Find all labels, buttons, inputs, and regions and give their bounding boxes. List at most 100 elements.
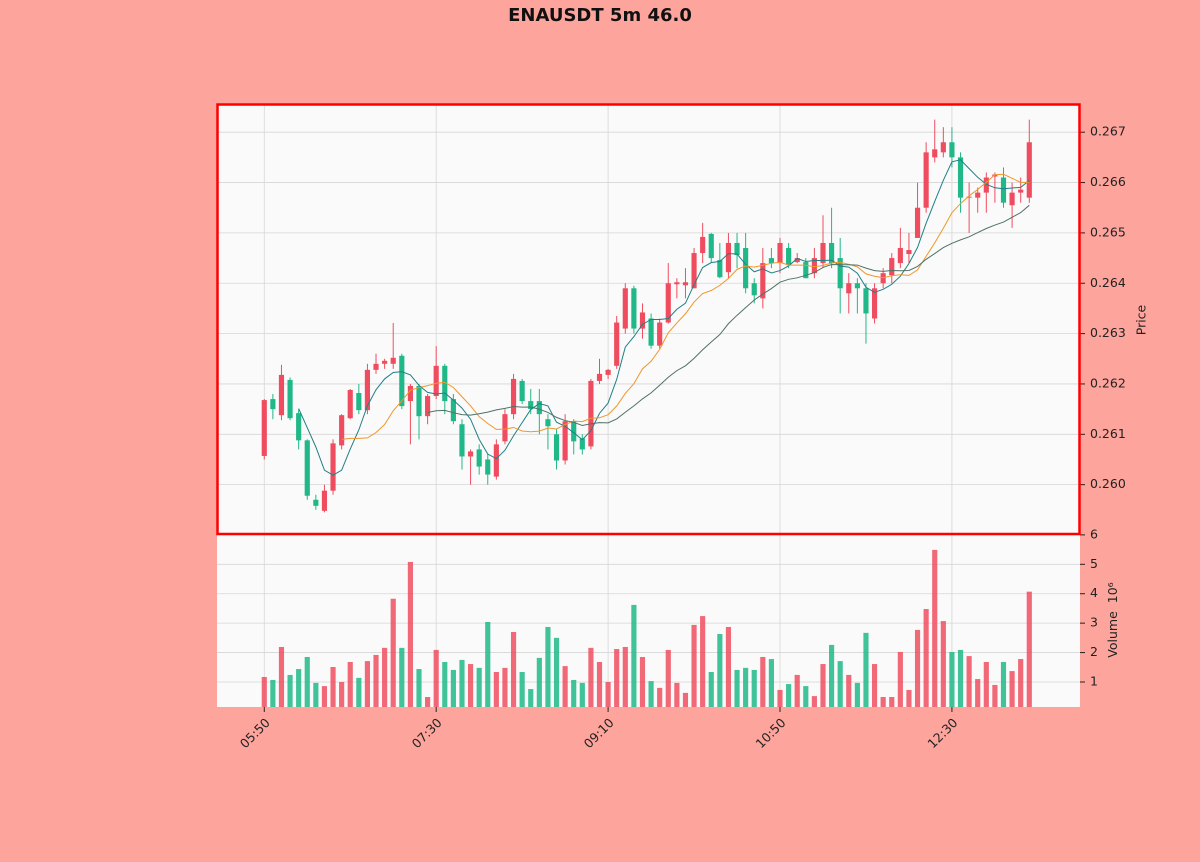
volume-bar	[476, 667, 482, 707]
volume-bar	[914, 629, 921, 707]
volume-bar	[794, 674, 800, 707]
candle-body	[1018, 189, 1024, 193]
candle-body	[407, 385, 413, 402]
candle-body	[811, 258, 817, 274]
volume-bar	[605, 681, 611, 707]
candle-body	[433, 365, 439, 397]
candle-body	[906, 250, 912, 255]
candle-body	[803, 262, 809, 279]
candle-body	[1000, 177, 1007, 203]
volume-tick-label: 5	[1090, 556, 1098, 571]
volume-bar	[889, 696, 895, 707]
y-tick-label: 0.260	[1090, 476, 1126, 491]
candle-body	[717, 260, 723, 278]
candle-body	[639, 312, 646, 329]
candle-body	[871, 288, 878, 319]
candle-body	[536, 401, 542, 415]
candle-body	[794, 258, 800, 263]
volume-bar	[321, 686, 328, 707]
moving-average	[298, 159, 1030, 476]
volume-bar	[665, 649, 671, 707]
volume-bar	[622, 646, 628, 707]
y-tick-label: 0.262	[1090, 375, 1126, 390]
x-tick-label: 12:30	[924, 715, 960, 751]
candle-body	[657, 322, 663, 346]
candle-body	[347, 389, 353, 419]
volume-bar	[975, 679, 981, 707]
volume-tick-label: 6	[1090, 526, 1098, 541]
volume-bar	[811, 696, 817, 707]
volume-bar	[485, 621, 491, 707]
volume-bar	[854, 682, 860, 707]
candle-body	[287, 379, 293, 419]
y-tick-label: 0.265	[1090, 224, 1126, 239]
candle-body	[545, 419, 551, 427]
candle-body	[373, 363, 379, 370]
candle-body	[1026, 142, 1032, 198]
volume-bar	[339, 681, 345, 707]
candle-body	[278, 374, 285, 416]
volume-bar	[897, 651, 903, 707]
candle-body	[313, 499, 319, 506]
volume-bar	[949, 651, 955, 707]
candle-body	[837, 258, 843, 289]
candle-body	[743, 248, 749, 289]
candle-body	[519, 380, 525, 402]
candle-body	[760, 263, 766, 299]
candle-body	[949, 142, 955, 158]
candle-body	[485, 459, 491, 475]
volume-tick-label: 4	[1090, 585, 1098, 600]
volume-bar	[820, 664, 826, 707]
volume-bar	[304, 656, 310, 707]
candle-body	[820, 242, 826, 264]
volume-tick-label: 3	[1090, 615, 1098, 630]
candle-body	[622, 288, 628, 329]
volume-bar	[691, 624, 697, 707]
volume-bar	[467, 664, 474, 707]
volume-bar	[528, 689, 534, 707]
volume-bar	[596, 661, 603, 707]
volume-bar	[493, 671, 499, 707]
candle-body	[691, 253, 697, 289]
candle-body	[364, 369, 371, 411]
volume-bar	[356, 677, 362, 707]
candle-body	[339, 415, 345, 446]
candle-body	[734, 242, 740, 256]
volume-bar	[932, 549, 938, 707]
volume-bar	[751, 669, 757, 707]
volume-bar	[399, 647, 405, 707]
volume-bar	[502, 667, 508, 707]
volume-bar	[880, 696, 886, 707]
candle-body	[399, 355, 405, 407]
volume-bar	[906, 689, 912, 707]
volume-bar	[743, 667, 749, 707]
candle-body	[605, 369, 611, 375]
volume-bar	[416, 669, 422, 707]
candle-body	[854, 283, 860, 289]
volume-bar	[261, 676, 267, 707]
candle-body	[467, 451, 474, 457]
candle-body	[786, 248, 792, 266]
moving-average	[427, 204, 1030, 427]
candle-body	[708, 233, 714, 259]
candle-body	[261, 400, 267, 456]
volume-bar	[682, 692, 689, 707]
candle-body	[975, 192, 981, 198]
volume-bar	[1009, 671, 1015, 707]
volume-bar	[657, 687, 663, 707]
volume-offset-label: 10⁶	[1105, 582, 1120, 603]
candle-body	[528, 401, 534, 410]
volume-bar	[510, 631, 517, 707]
y-tick-label: 0.266	[1090, 174, 1126, 189]
candle-body	[932, 149, 938, 158]
candle-body	[700, 236, 706, 254]
candle-body	[304, 440, 310, 496]
candle-body	[665, 283, 671, 323]
candle-body	[571, 421, 577, 442]
volume-bar	[364, 661, 371, 707]
volume-bar	[768, 659, 774, 707]
volume-bar	[553, 637, 560, 707]
candle-body	[382, 360, 388, 364]
candle-body	[897, 248, 903, 264]
volume-axis-label: Volume 10⁶	[1105, 582, 1120, 657]
